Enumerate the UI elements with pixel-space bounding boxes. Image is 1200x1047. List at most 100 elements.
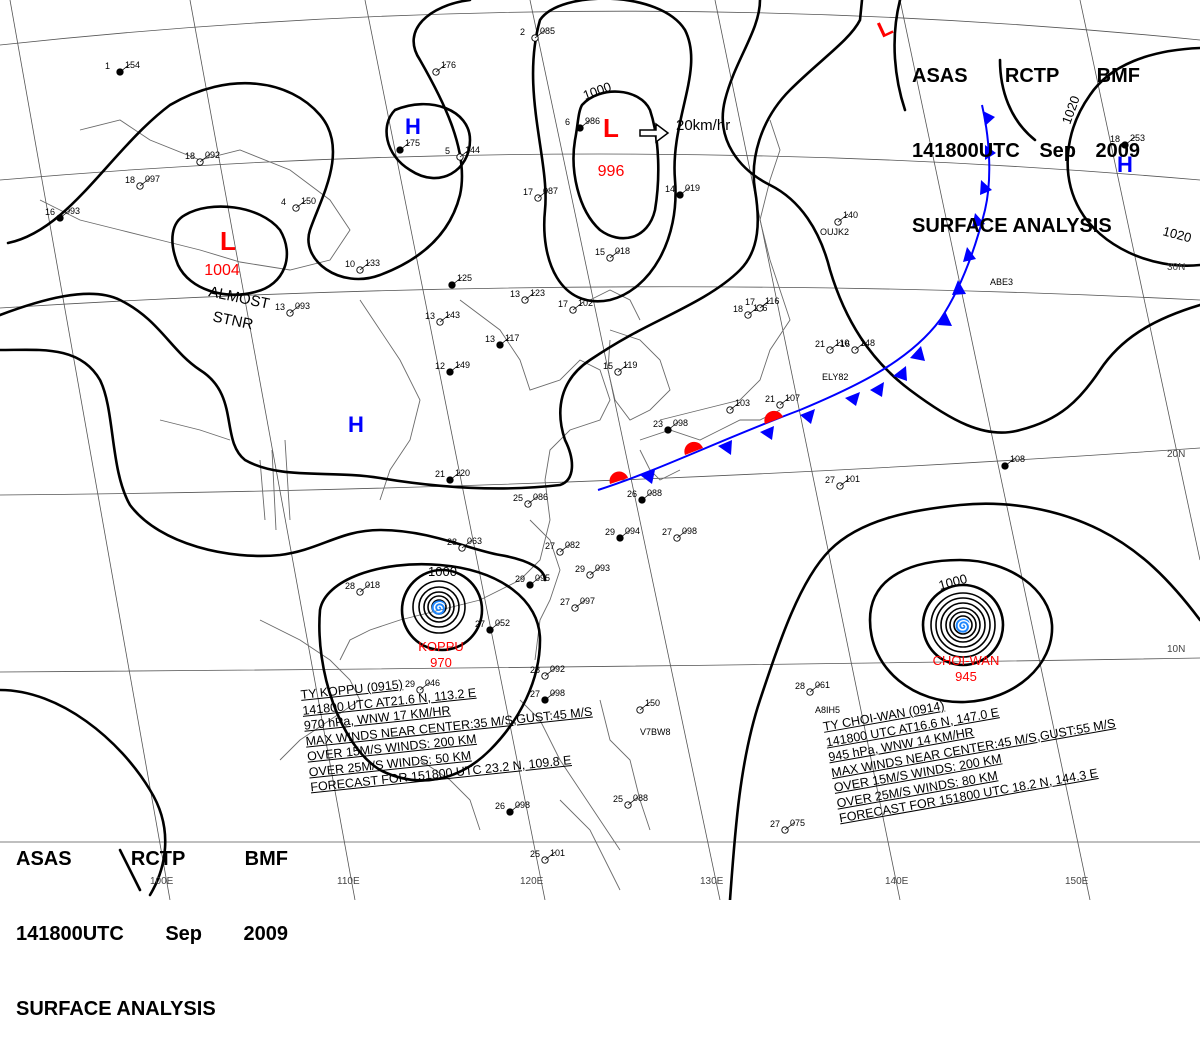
graticule bbox=[0, 0, 1200, 900]
station-pressure: 103 bbox=[735, 398, 750, 408]
station-plot: 019 14 bbox=[665, 183, 700, 199]
station-pressure: 154 bbox=[125, 60, 140, 70]
station-pressure: 095 bbox=[535, 573, 550, 583]
header-time: 141800UTC bbox=[16, 923, 124, 945]
isobar bbox=[171, 205, 289, 296]
wind-barb bbox=[627, 796, 639, 806]
station-pressure: 150 bbox=[645, 698, 660, 708]
station-plot: 125 bbox=[448, 273, 472, 289]
wind-barb bbox=[439, 313, 451, 323]
station-temperature: 16 bbox=[45, 207, 55, 217]
station-pressure: 120 bbox=[455, 468, 470, 478]
header-code: BMF bbox=[244, 848, 288, 870]
station-pressure: 148 bbox=[860, 338, 875, 348]
wind-barb bbox=[617, 363, 629, 373]
station-plot: 085 2 bbox=[520, 26, 555, 42]
wind-barb bbox=[784, 821, 796, 831]
station-temperature: 29 bbox=[575, 564, 585, 574]
station-pressure: 092 bbox=[205, 150, 220, 160]
wind-barb bbox=[809, 683, 821, 693]
typhoon-pressure: 945 bbox=[955, 669, 977, 684]
typhoon-icon: 🌀 bbox=[955, 617, 971, 634]
motion-arrow bbox=[639, 122, 670, 144]
header-agency: ASAS bbox=[912, 65, 968, 87]
station-plot: 093 16 bbox=[45, 206, 80, 222]
station-temperature: 15 bbox=[595, 247, 605, 257]
header-station: RCTP bbox=[1004, 65, 1060, 87]
station-plot: 133 10 bbox=[345, 258, 380, 274]
station-plot: 253 18 bbox=[1110, 133, 1145, 149]
surface-analysis-map: 1541097180921809316150417617514451331012… bbox=[0, 0, 1200, 900]
wind-barb bbox=[779, 396, 791, 406]
station-plot: 144 5 bbox=[445, 145, 480, 161]
station-pressure: 092 bbox=[550, 664, 565, 674]
station-pressure: 119 bbox=[623, 360, 637, 370]
wind-barb bbox=[729, 401, 741, 411]
station-temperature: 27 bbox=[560, 597, 570, 607]
typhoon-rings-koppu bbox=[412, 580, 466, 634]
wind-barb bbox=[359, 261, 371, 271]
wind-barb bbox=[524, 291, 536, 301]
chart-header-top: ASAS RCTP BMF 141800UTC Sep 2009 SURFACE… bbox=[912, 14, 1140, 264]
isobar-label: 1000 bbox=[581, 79, 613, 103]
isobar bbox=[868, 558, 1054, 704]
station-pressure: 087 bbox=[543, 186, 558, 196]
station-pressure: 107 bbox=[785, 393, 800, 403]
isobar bbox=[728, 502, 1200, 900]
wind-barb bbox=[574, 599, 586, 609]
station-temperature: 13 bbox=[485, 334, 495, 344]
station-plot: 110 21 bbox=[815, 338, 849, 354]
station-pressure: 149 bbox=[455, 360, 470, 370]
stationary-front bbox=[597, 104, 996, 491]
station-temperature: 13 bbox=[425, 311, 435, 321]
station-plot: 101 27 bbox=[825, 474, 860, 490]
station-temperature: 21 bbox=[435, 469, 445, 479]
low-icon: L bbox=[874, 14, 897, 42]
station-plot: 086 25 bbox=[513, 492, 548, 508]
station-plot: 176 bbox=[432, 60, 456, 76]
station-pressure: 093 bbox=[595, 563, 610, 573]
station-id: V7BW8 bbox=[640, 727, 671, 737]
station-pressure: 052 bbox=[495, 618, 510, 628]
isobar-label: 1000 bbox=[428, 564, 457, 579]
lon-label: 120E bbox=[520, 876, 544, 887]
station-temperature: 25 bbox=[513, 493, 523, 503]
station-plot: 150 bbox=[636, 698, 660, 714]
wind-barb bbox=[199, 153, 211, 163]
station-pressure: 088 bbox=[633, 793, 648, 803]
station-pressure: 019 bbox=[685, 183, 700, 193]
high-symbol: H bbox=[348, 412, 364, 437]
wind-barb bbox=[449, 471, 461, 481]
station-pressure: 108 bbox=[1010, 454, 1025, 464]
wind-barb bbox=[619, 529, 631, 539]
station-pressure: 086 bbox=[533, 492, 548, 502]
station-temperature: 5 bbox=[445, 146, 450, 156]
station-temperature: 2 bbox=[520, 27, 525, 37]
station-temperature: 27 bbox=[770, 819, 780, 829]
station-plot: 098 27 bbox=[662, 526, 697, 542]
station-plot: 018 15 bbox=[595, 246, 630, 262]
station-temperature: 26 bbox=[627, 489, 637, 499]
station-plot: 101 25 bbox=[530, 848, 565, 864]
lon-label: 100E bbox=[150, 876, 174, 887]
station-plot: 082 27 bbox=[545, 540, 580, 556]
station-temperature: 29 bbox=[515, 574, 525, 584]
station-pressure: 018 bbox=[365, 580, 380, 590]
station-temperature: 18 bbox=[125, 175, 135, 185]
wind-barb bbox=[854, 341, 866, 351]
isobar-label: 1000 bbox=[937, 571, 969, 593]
station-plot: 148 16 bbox=[840, 338, 875, 354]
wind-barb bbox=[295, 199, 307, 209]
header-year: 2009 bbox=[243, 923, 289, 945]
typhoon-name: CHOI-WAN bbox=[933, 653, 1000, 668]
wind-barb bbox=[589, 566, 601, 576]
isobar bbox=[6, 0, 472, 281]
station-plot: 175 bbox=[396, 138, 420, 154]
station-pressure: 097 bbox=[145, 174, 160, 184]
station-pressure: 093 bbox=[295, 301, 310, 311]
station-temperature: 6 bbox=[565, 117, 570, 127]
isobar bbox=[1066, 46, 1200, 267]
high-symbol: H bbox=[405, 114, 421, 139]
station-temperature: 13 bbox=[510, 289, 520, 299]
